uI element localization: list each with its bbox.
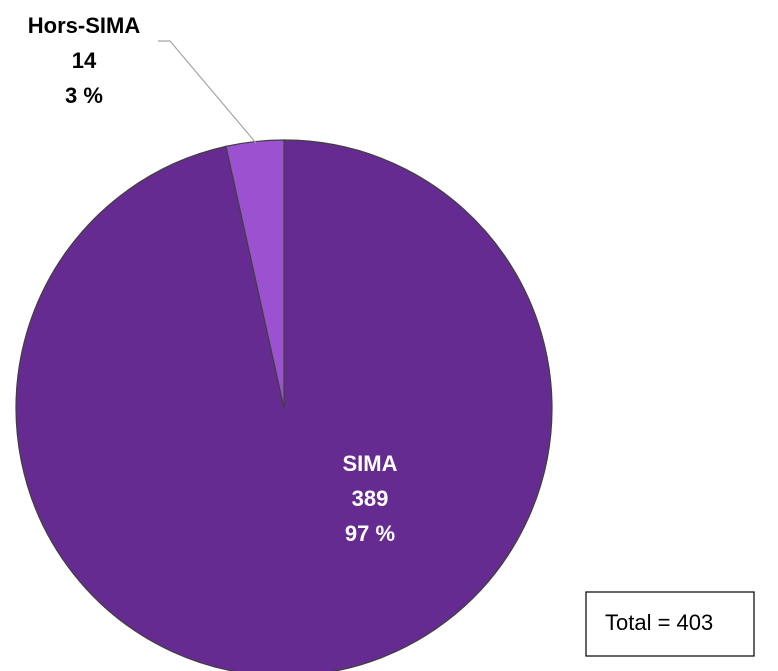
total-annotation: Total = 403	[605, 610, 713, 635]
total-box	[585, 591, 755, 657]
slice-value-label: 389	[352, 486, 389, 511]
slice-value-label: 14	[72, 48, 97, 73]
slice-percent-label: 97 %	[345, 521, 395, 546]
leader-line	[158, 40, 257, 144]
slice-category-label: Hors-SIMA	[28, 13, 141, 38]
slice-percent-label: 3 %	[65, 83, 103, 108]
pie	[15, 139, 553, 671]
slice-category-label: SIMA	[343, 451, 398, 476]
